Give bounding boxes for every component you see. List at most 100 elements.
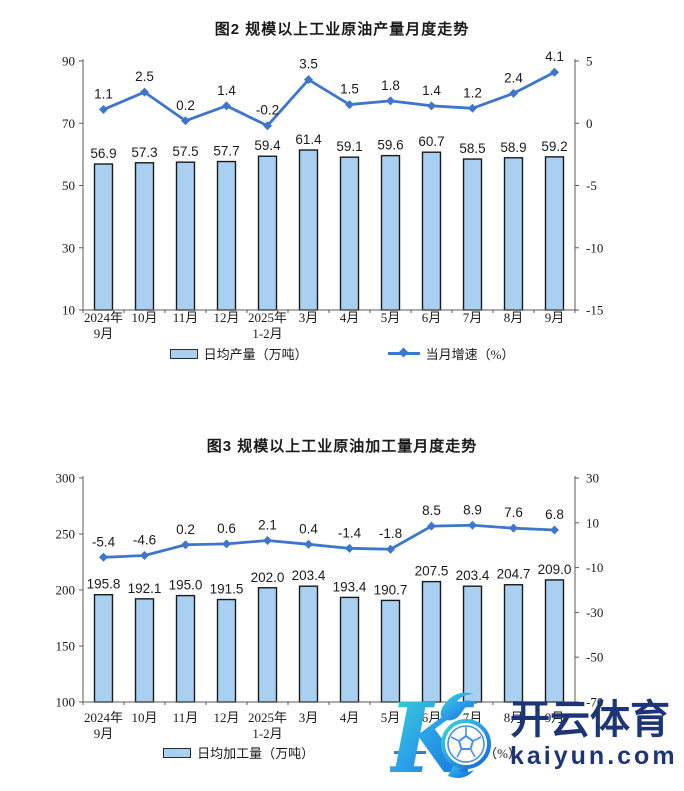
svg-text:8.9: 8.9 <box>463 502 482 517</box>
svg-text:-10: -10 <box>586 240 603 255</box>
svg-text:-70: -70 <box>586 695 603 710</box>
chart2-legend-line-item: 当月增速（%） <box>394 743 521 762</box>
x-axis-labels: 2024年 9月 10月 11月 12月 2025年 1-2月 3月 4月 5月 6月 7月 8月 9月 <box>84 310 564 341</box>
svg-text:100: 100 <box>56 695 76 710</box>
svg-text:8.5: 8.5 <box>422 503 441 518</box>
bar-data-labels: 56.9 57.3 57.5 57.7 59.4 61.4 59.1 59.6 60.7 58.5… <box>90 132 567 161</box>
svg-text:203.4: 203.4 <box>456 568 490 583</box>
svg-text:57.5: 57.5 <box>172 144 198 159</box>
svg-text:202.0: 202.0 <box>251 570 285 585</box>
svg-text:-0.2: -0.2 <box>256 103 279 118</box>
svg-text:57.3: 57.3 <box>131 145 157 160</box>
axes: 300 250 200 150 100 30 10 -10 -30 -50 -70 <box>56 471 604 710</box>
svg-text:59.6: 59.6 <box>377 138 403 153</box>
svg-text:203.4: 203.4 <box>292 568 326 583</box>
svg-text:-1.4: -1.4 <box>338 525 362 540</box>
svg-text:11月: 11月 <box>173 710 199 725</box>
svg-text:5月: 5月 <box>381 310 401 325</box>
line-data-labels: 1.1 2.5 0.2 1.4 -0.2 3.5 1.5 1.8 1.4 1.2 2.4 4.1 <box>94 49 564 118</box>
svg-text:1.4: 1.4 <box>217 83 236 98</box>
chart2-legend: 日均加工量（万吨） 当月增速（%） <box>0 743 684 762</box>
svg-text:2.5: 2.5 <box>135 69 154 84</box>
svg-text:6.8: 6.8 <box>545 507 564 522</box>
svg-text:6月: 6月 <box>422 310 442 325</box>
bar-series <box>93 149 565 311</box>
svg-text:300: 300 <box>56 471 76 486</box>
bar-swatch-icon <box>163 747 192 758</box>
x-axis-labels: 2024年 9月 10月 11月 12月 2025年 1-2月 3月 4月 5月 6月 7月 8月 9月 <box>84 710 564 741</box>
chart1-legend-line-label: 当月增速（%） <box>425 347 515 362</box>
chart1-title: 图2 规模以上工业原油产量月度走势 <box>214 21 470 38</box>
svg-text:-10: -10 <box>586 560 603 575</box>
svg-text:4月: 4月 <box>340 710 360 725</box>
svg-text:2.1: 2.1 <box>258 517 277 532</box>
svg-text:195.0: 195.0 <box>169 578 203 593</box>
svg-text:10: 10 <box>586 515 599 530</box>
svg-text:1.2: 1.2 <box>463 85 482 100</box>
svg-text:61.4: 61.4 <box>295 132 322 147</box>
svg-text:0.2: 0.2 <box>176 98 195 113</box>
svg-text:9月: 9月 <box>545 710 565 725</box>
svg-text:192.1: 192.1 <box>128 581 162 596</box>
svg-text:0.2: 0.2 <box>176 522 195 537</box>
svg-text:7.6: 7.6 <box>504 505 523 520</box>
svg-text:58.9: 58.9 <box>500 140 526 155</box>
svg-text:59.1: 59.1 <box>336 139 362 154</box>
svg-text:3.5: 3.5 <box>299 57 318 72</box>
svg-text:30: 30 <box>586 471 599 486</box>
svg-text:11月: 11月 <box>173 310 199 325</box>
svg-text:250: 250 <box>56 527 76 542</box>
svg-text:-1.8: -1.8 <box>379 526 402 541</box>
svg-text:193.4: 193.4 <box>333 579 367 594</box>
svg-text:-5.4: -5.4 <box>92 534 116 549</box>
svg-text:6月: 6月 <box>422 710 442 725</box>
bar-series <box>93 579 565 703</box>
chart1-legend-bar-item: 日均产量（万吨） <box>169 344 308 363</box>
svg-text:0.4: 0.4 <box>299 521 318 536</box>
chart2-legend-bar-item: 日均加工量（万吨） <box>163 743 314 762</box>
svg-text:1.4: 1.4 <box>422 83 441 98</box>
svg-text:195.8: 195.8 <box>87 577 121 592</box>
chart2-title: 图3 规模以上工业原油加工量月度走势 <box>206 438 478 455</box>
svg-text:60.7: 60.7 <box>418 134 444 149</box>
svg-text:-15: -15 <box>586 303 603 318</box>
svg-text:2.4: 2.4 <box>504 70 523 85</box>
svg-text:-5: -5 <box>586 178 597 193</box>
svg-text:12月: 12月 <box>213 710 239 725</box>
svg-text:8月: 8月 <box>504 310 524 325</box>
svg-text:50: 50 <box>62 178 75 193</box>
svg-text:209.0: 209.0 <box>538 562 572 577</box>
line-series <box>99 67 559 131</box>
svg-text:5月: 5月 <box>381 710 401 725</box>
svg-text:3月: 3月 <box>299 310 319 325</box>
svg-text:70: 70 <box>62 116 75 131</box>
svg-text:5: 5 <box>586 54 593 69</box>
svg-text:0: 0 <box>586 116 593 131</box>
svg-text:59.2: 59.2 <box>541 139 567 154</box>
svg-text:56.9: 56.9 <box>90 146 116 161</box>
svg-text:1.8: 1.8 <box>381 78 400 93</box>
line-series <box>99 520 559 562</box>
svg-text:204.7: 204.7 <box>497 567 531 582</box>
line-marker-icon <box>394 746 427 757</box>
svg-text:7月: 7月 <box>463 310 483 325</box>
line-data-labels: -5.4 -4.6 0.2 0.6 2.1 0.4 -1.4 -1.8 8.5 8.9 7.6 6.8 <box>92 502 564 549</box>
svg-text:200: 200 <box>56 583 76 598</box>
svg-text:4月: 4月 <box>340 310 360 325</box>
svg-text:191.5: 191.5 <box>210 582 244 597</box>
svg-text:8月: 8月 <box>504 710 524 725</box>
svg-text:58.5: 58.5 <box>459 141 485 156</box>
svg-text:-30: -30 <box>586 605 603 620</box>
bar-swatch-icon <box>169 348 198 359</box>
line-marker-icon <box>387 347 420 358</box>
svg-text:1.1: 1.1 <box>94 87 113 102</box>
svg-text:-4.6: -4.6 <box>133 533 156 548</box>
svg-text:-50: -50 <box>586 650 603 665</box>
svg-text:150: 150 <box>56 639 76 654</box>
